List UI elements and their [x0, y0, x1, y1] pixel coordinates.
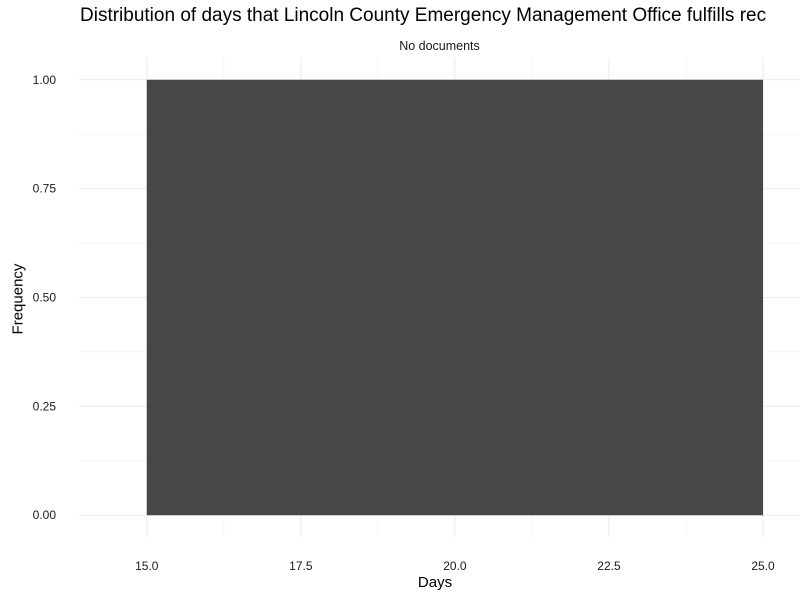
y-tick-label: 1.00: [33, 73, 57, 87]
chart-subtitle: No documents: [399, 39, 480, 53]
x-axis-label: Days: [417, 574, 453, 591]
y-tick-label: 0.75: [33, 182, 57, 196]
x-tick-label: 22.5: [597, 559, 621, 573]
y-tick-label: 0.00: [33, 508, 57, 522]
histogram-bar: [146, 79, 764, 516]
x-tick-label: 25.0: [751, 559, 775, 573]
x-tick-label: 20.0: [443, 559, 467, 573]
chart-title: Distribution of days that Lincoln County…: [80, 5, 767, 26]
y-tick-label: 0.50: [33, 291, 57, 305]
x-tick-label: 17.5: [289, 559, 313, 573]
y-axis-ticks: 0.00 0.25 0.50 0.75 1.00: [33, 73, 57, 522]
histogram-bars: [146, 79, 764, 516]
x-axis-ticks: 15.0 17.5 20.0 22.5 25.0: [135, 559, 775, 573]
x-tick-label: 15.0: [135, 559, 159, 573]
y-tick-label: 0.25: [33, 399, 57, 413]
